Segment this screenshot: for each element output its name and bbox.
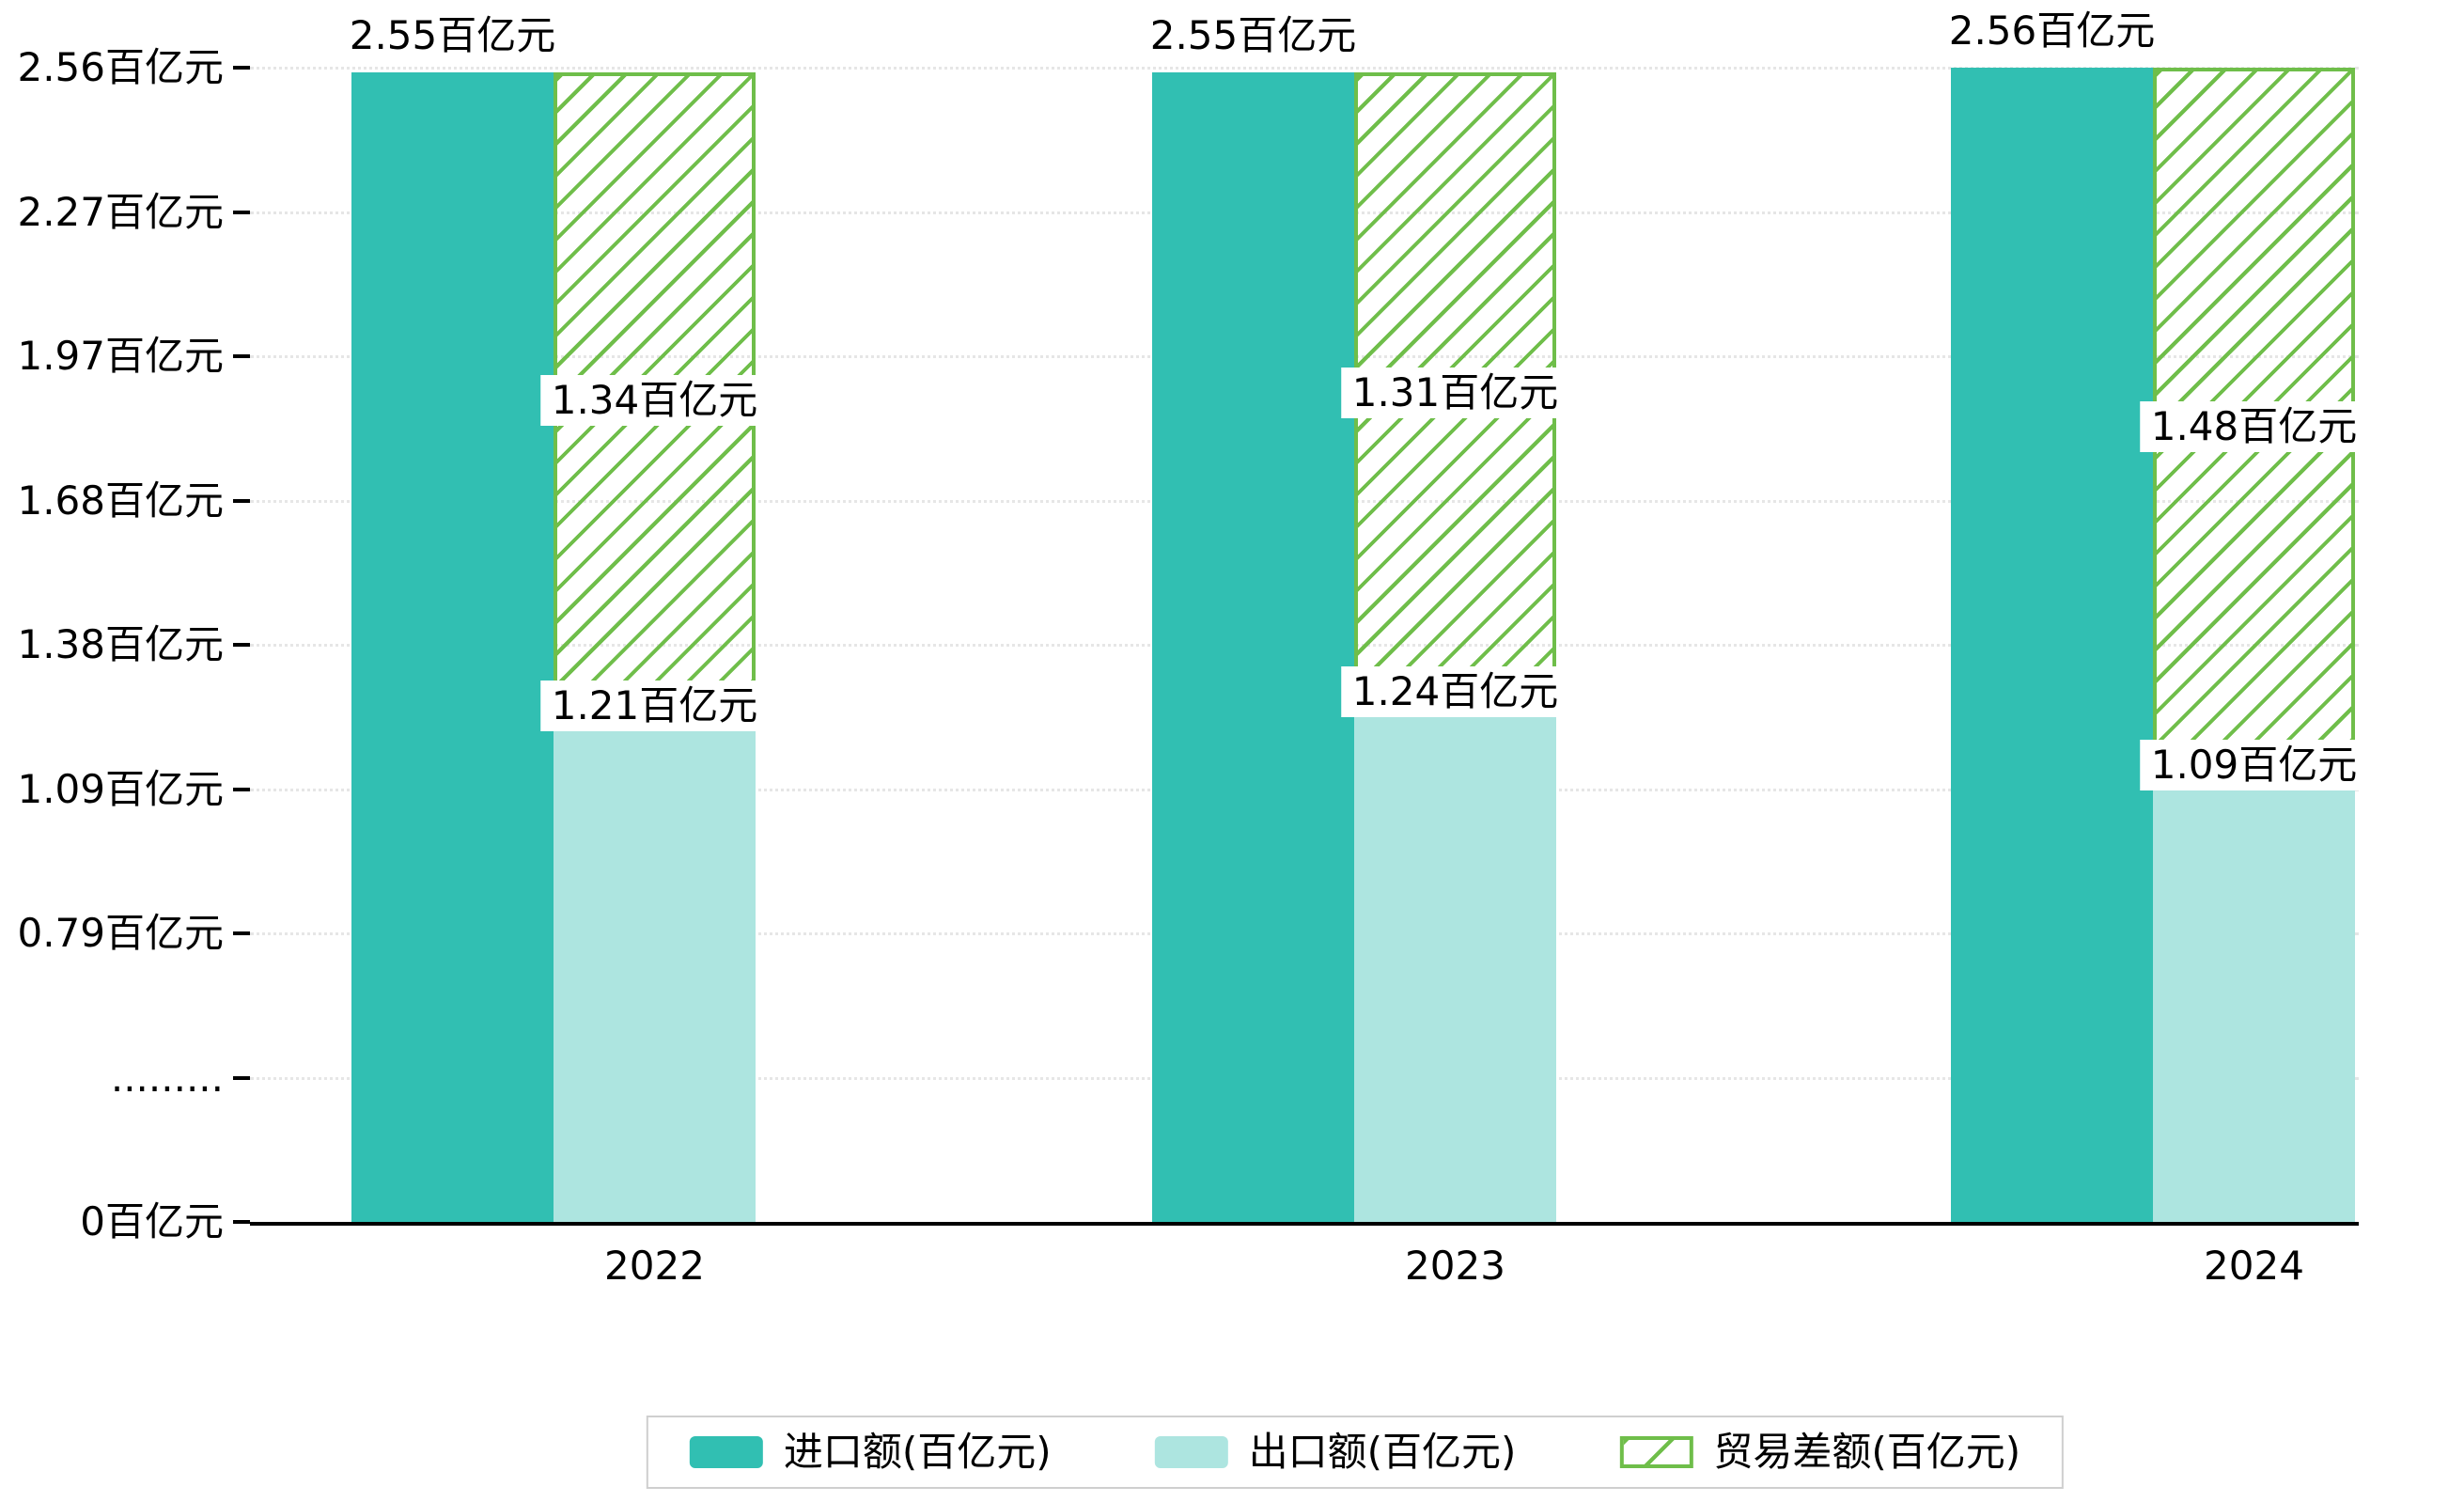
- y-tick-mark: [233, 210, 250, 214]
- legend: 进口额(百亿元) 出口额(百亿元) 贸易差额(百亿元): [646, 1416, 2065, 1489]
- bar-export: [554, 728, 756, 1222]
- y-tick-label: 2.27百亿元: [17, 188, 224, 235]
- y-tick-label: 1.09百亿元: [17, 765, 224, 812]
- legend-swatch-diff: [1619, 1436, 1693, 1468]
- y-tick-label: 1.38百亿元: [17, 621, 224, 667]
- legend-label: 贸易差额(百亿元): [1713, 1429, 2021, 1475]
- legend-item-diff: 贸易差额(百亿元): [1619, 1429, 2020, 1476]
- value-label-trade-diff: 1.31百亿元: [1340, 368, 1570, 419]
- value-label-export: 1.21百亿元: [539, 681, 770, 732]
- bar-import: [1152, 72, 1354, 1222]
- value-label-import: 2.55百亿元: [1149, 12, 1357, 59]
- y-tick-mark: [233, 1220, 250, 1224]
- legend-swatch-import: [689, 1436, 763, 1468]
- bar-export: [1354, 712, 1556, 1222]
- y-tick-label: 1.97百亿元: [17, 333, 224, 379]
- x-axis-line: [250, 1222, 2359, 1226]
- x-tick-label: 2022: [604, 1243, 705, 1289]
- gridline: [250, 67, 2359, 70]
- y-tick-label: 0百亿元: [80, 1198, 224, 1244]
- y-tick-label: 0.79百亿元: [17, 910, 224, 956]
- y-tick-mark: [233, 643, 250, 647]
- value-label-import: 2.56百亿元: [1948, 8, 2156, 54]
- value-label-import: 2.55百亿元: [349, 12, 556, 59]
- y-tick-mark: [233, 1075, 250, 1080]
- bar-import: [351, 72, 554, 1222]
- x-tick-label: 2024: [2204, 1243, 2304, 1289]
- y-tick-mark: [233, 498, 250, 503]
- y-tick-label: 2.56百亿元: [17, 44, 224, 90]
- y-tick-mark: [233, 354, 250, 358]
- x-tick-label: 2023: [1405, 1243, 1505, 1289]
- value-label-trade-diff: 1.48百亿元: [2139, 401, 2369, 453]
- legend-label: 出口额(百亿元): [1248, 1429, 1517, 1475]
- legend-item-export: 出口额(百亿元): [1154, 1429, 1517, 1476]
- y-tick-mark: [233, 787, 250, 791]
- bar-export: [2153, 786, 2355, 1222]
- y-tick-label: .........: [110, 1054, 224, 1101]
- y-tick-mark: [233, 931, 250, 935]
- legend-item-import: 进口额(百亿元): [689, 1429, 1052, 1476]
- value-label-export: 1.24百亿元: [1340, 665, 1570, 717]
- legend-label: 进口额(百亿元): [783, 1429, 1052, 1475]
- value-label-export: 1.09百亿元: [2139, 739, 2369, 790]
- legend-swatch-export: [1154, 1436, 1228, 1468]
- bar-import: [1951, 68, 2153, 1222]
- value-label-trade-diff: 1.34百亿元: [539, 374, 770, 426]
- y-tick-label: 1.68百亿元: [17, 477, 224, 524]
- y-tick-mark: [233, 66, 250, 70]
